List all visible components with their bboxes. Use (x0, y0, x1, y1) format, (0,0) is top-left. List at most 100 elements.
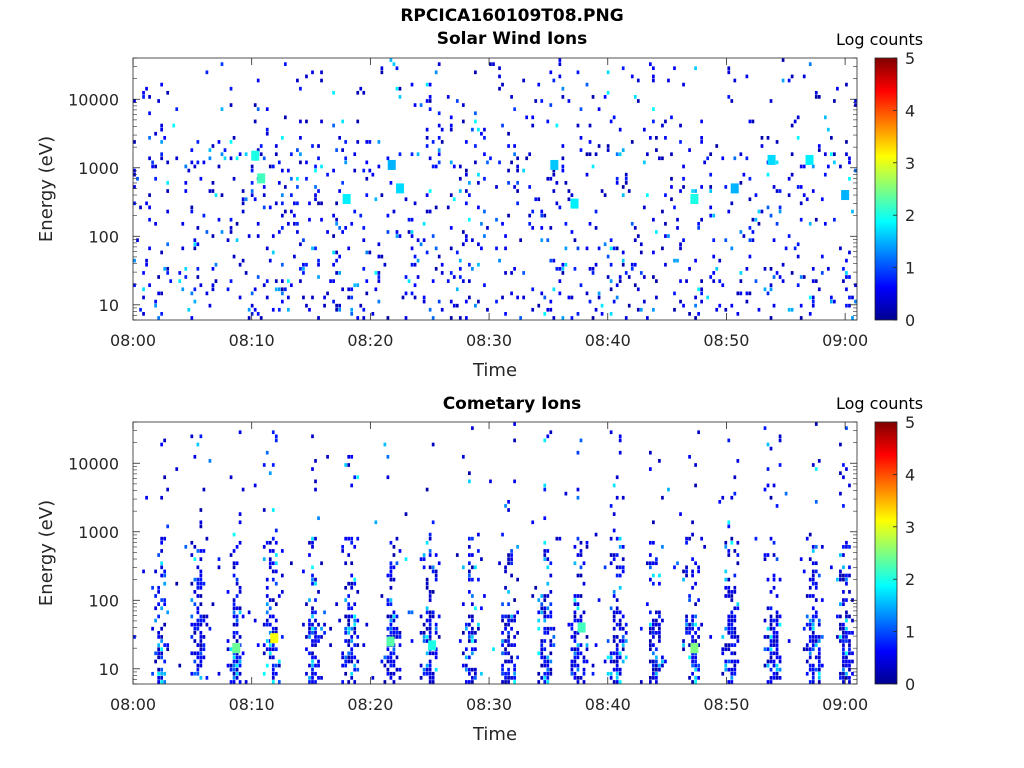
heatmap-cell (392, 553, 396, 557)
heatmap-cell (262, 283, 266, 288)
heatmap-cell (561, 262, 565, 267)
heatmap-cell (440, 307, 444, 312)
x-tick-label: 08:40 (585, 695, 631, 714)
heatmap-cell (830, 295, 833, 300)
heatmap-cell (268, 557, 272, 561)
heatmap-cell (474, 667, 477, 672)
heatmap-cell (208, 303, 212, 308)
heatmap-cell (733, 635, 737, 639)
heatmap-cell (232, 676, 236, 680)
heatmap-cell (410, 291, 414, 296)
heatmap-cell (842, 622, 845, 627)
heatmap-cell (480, 557, 483, 561)
heatmap-cell (290, 209, 293, 214)
heatmap-cell (655, 663, 658, 668)
heatmap-cell (338, 618, 341, 623)
heatmap-cell (658, 610, 661, 615)
heatmap-cell (546, 671, 550, 676)
heatmap-cell (341, 181, 345, 185)
heatmap-cell (845, 426, 848, 430)
heatmap-cell (733, 156, 737, 161)
heatmap-cell (814, 639, 818, 643)
heatmap-cell (265, 246, 269, 251)
heatmap-cell (546, 238, 550, 243)
heatmap-cell (848, 680, 851, 684)
heatmap-cell (350, 454, 354, 459)
heatmap-cell (344, 630, 348, 635)
heatmap-cell (398, 234, 402, 238)
heatmap-cell (449, 160, 453, 165)
heatmap-cell (232, 254, 236, 259)
heatmap-cell (311, 630, 314, 635)
heatmap-cell (335, 602, 338, 607)
heatmap-cell (380, 66, 384, 71)
heatmap-cell (766, 291, 770, 296)
heatmap-cell (477, 205, 480, 210)
heatmap-cell (842, 647, 845, 652)
heatmap-cell (848, 676, 851, 680)
heatmap-cell (516, 655, 519, 660)
heatmap-cell (576, 618, 580, 623)
heatmap-cell (507, 622, 510, 627)
heatmap-cell (642, 299, 646, 304)
heatmap-cell (160, 82, 164, 87)
heatmap-cell (558, 205, 562, 210)
heatmap-cell (802, 74, 806, 79)
heatmap-cell (600, 312, 604, 316)
heatmap-cell (271, 655, 275, 660)
heatmap-cell (673, 66, 676, 71)
heatmap-cell (582, 610, 586, 615)
heatmap-cell (691, 532, 694, 537)
heatmap-cell (814, 569, 818, 574)
heatmap-cell (305, 671, 308, 676)
heatmap-cell (148, 111, 151, 116)
heatmap-cell (615, 676, 619, 680)
heatmap-cell (817, 647, 821, 652)
heatmap-cell (682, 643, 685, 647)
heatmap-cell (769, 639, 773, 643)
heatmap-cell (193, 590, 197, 594)
heatmap-cell (612, 614, 616, 619)
heatmap-cell (148, 205, 151, 210)
heatmap-cell (431, 234, 435, 238)
heatmap-cell (510, 557, 513, 561)
heatmap-cell (730, 635, 734, 639)
heatmap-cell (305, 262, 308, 267)
heatmap-cell (136, 238, 139, 243)
heatmap-cell (425, 135, 429, 140)
heatmap-cell (727, 553, 731, 557)
heatmap-cell (253, 307, 257, 312)
heatmap-cell (434, 622, 438, 627)
heatmap-cell (621, 647, 625, 652)
heatmap-cell (615, 553, 619, 557)
heatmap-cell (854, 283, 857, 288)
heatmap-cell (808, 585, 812, 590)
heatmap-cell (477, 549, 480, 553)
heatmap-cell (238, 610, 242, 615)
heatmap-cell (190, 209, 194, 214)
heatmap-cell (440, 262, 444, 267)
heatmap-cell (513, 144, 516, 148)
heatmap-cell (655, 557, 658, 561)
heatmap-cell (730, 671, 734, 676)
heatmap-cell (603, 193, 607, 197)
heatmap-cell (437, 614, 441, 619)
heatmap-cell (202, 614, 206, 619)
colorbar (874, 421, 898, 685)
heatmap-cell (576, 606, 580, 611)
heatmap-cell (582, 581, 586, 586)
heatmap-cell (449, 193, 453, 197)
heatmap-cell (229, 226, 233, 230)
heatmap-cell (727, 680, 731, 684)
heatmap-cell (483, 176, 486, 181)
heatmap-cell (561, 168, 565, 173)
heatmap-cell (549, 626, 553, 631)
heatmap-cell (766, 205, 770, 210)
heatmap-cell (205, 230, 209, 234)
heatmap-cell (277, 230, 281, 234)
heatmap-cell (335, 221, 338, 226)
heatmap-cell (730, 201, 734, 206)
heatmap-cell (612, 246, 616, 251)
heatmap-cell (546, 581, 550, 586)
